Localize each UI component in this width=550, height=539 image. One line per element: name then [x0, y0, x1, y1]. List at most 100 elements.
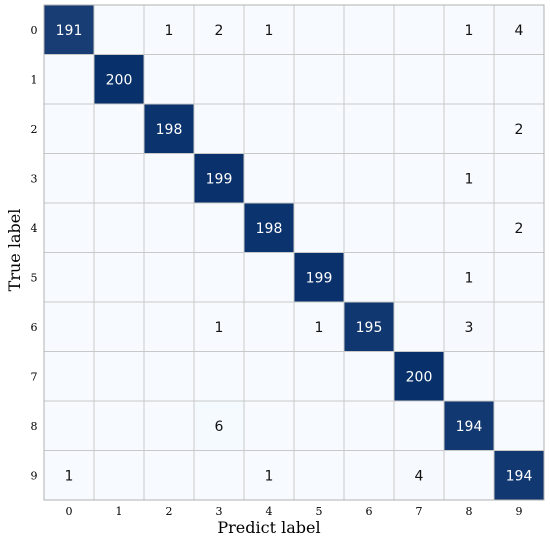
heatmap-cell: [193, 450, 245, 501]
heatmap-cell: [93, 301, 145, 352]
heatmap-cell: [143, 153, 195, 204]
cell-value-label: 3: [465, 320, 474, 336]
cell-value-label: 200: [406, 369, 433, 385]
heatmap-cell: [143, 202, 195, 253]
heatmap-cell: [343, 450, 395, 501]
heatmap-cell: [243, 103, 295, 154]
heatmap-cell: [43, 450, 95, 501]
heatmap-cell: [343, 202, 395, 253]
heatmap-cell: [493, 4, 545, 55]
heatmap-cell: [243, 54, 295, 105]
heatmap-cell: [393, 400, 445, 451]
y-tick-label: 5: [31, 271, 38, 284]
heatmap-cell: [93, 4, 145, 55]
x-tick-label: 6: [366, 505, 373, 518]
heatmap-cell: [243, 301, 295, 352]
heatmap-cell: [193, 400, 245, 451]
heatmap-cell: [343, 252, 395, 303]
heatmap-cell: [443, 351, 495, 402]
heatmap-cell: [43, 351, 95, 402]
cell-value-label: 2: [515, 221, 524, 237]
x-tick-label: 8: [466, 505, 473, 518]
cell-value-label: 1: [265, 468, 274, 484]
heatmap-cell: [493, 400, 545, 451]
heatmap-cell: [293, 4, 345, 55]
cell-value-label: 199: [306, 270, 333, 286]
heatmap-cell: [493, 54, 545, 105]
heatmap-cell: [293, 202, 345, 253]
heatmap-cell: [243, 351, 295, 402]
heatmap-cell: [293, 450, 345, 501]
x-tick-label: 4: [266, 505, 273, 518]
heatmap-cell: [93, 450, 145, 501]
heatmap-cell: [293, 153, 345, 204]
cell-value-label: 1: [465, 23, 474, 39]
cell-value-label: 1: [315, 320, 324, 336]
heatmap-cell: [343, 103, 395, 154]
heatmap-cell: [143, 301, 195, 352]
y-axis-ticks: 0 1 2 3 4 5 6 7 8 9: [31, 24, 38, 483]
y-axis-label: True label: [5, 209, 24, 292]
heatmap-cell: [293, 351, 345, 402]
cell-value-label: 194: [456, 419, 483, 435]
heatmap-cell: [343, 400, 395, 451]
cell-value-label: 198: [256, 221, 283, 237]
heatmap-cell: [293, 252, 345, 303]
heatmap-cell: [243, 400, 295, 451]
heatmap-cell: [43, 103, 95, 154]
cell-value-label: 1: [465, 270, 474, 286]
y-tick-label: 9: [31, 469, 38, 482]
cell-value-label: 1: [215, 320, 224, 336]
heatmap-cell: [443, 450, 495, 501]
heatmap-cell: [143, 4, 195, 55]
heatmap-cell: [443, 54, 495, 105]
y-tick-label: 4: [31, 222, 38, 235]
y-tick-label: 0: [31, 24, 38, 37]
heatmap-cell: [43, 4, 95, 55]
heatmap-cell: [343, 4, 395, 55]
heatmap-cell: [193, 153, 245, 204]
heatmap-cell: [343, 301, 395, 352]
heatmap-cell: [443, 301, 495, 352]
heatmap-cell: [143, 400, 195, 451]
heatmap-cell: [43, 202, 95, 253]
heatmap-cell: [193, 351, 245, 402]
heatmap-cell: [443, 202, 495, 253]
x-tick-label: 2: [166, 505, 173, 518]
x-tick-label: 3: [216, 505, 223, 518]
x-tick-label: 5: [316, 505, 323, 518]
heatmap-cell: [393, 4, 445, 55]
heatmap-cell: [393, 351, 445, 402]
y-tick-label: 1: [31, 73, 38, 86]
heatmap-cell: [93, 153, 145, 204]
heatmap-cell: [393, 252, 445, 303]
cell-value-label: 6: [215, 419, 224, 435]
cell-value-label: 200: [106, 72, 133, 88]
heatmap-cell: [343, 153, 395, 204]
heatmap-cell: [43, 252, 95, 303]
heatmap-cell: [393, 202, 445, 253]
heatmap-cell: [93, 351, 145, 402]
cell-value-label: 4: [415, 468, 424, 484]
cell-value-label: 1: [465, 171, 474, 187]
heatmap-cell: [443, 400, 495, 451]
heatmap-cell: [143, 103, 195, 154]
heatmap-cell: [43, 301, 95, 352]
y-tick-label: 7: [31, 370, 38, 383]
cell-value-label: 1: [65, 468, 74, 484]
heatmap-cell: [293, 103, 345, 154]
heatmap-cell: [293, 54, 345, 105]
cell-value-label: 1: [165, 23, 174, 39]
heatmap-cell: [93, 400, 145, 451]
cell-value-label: 4: [515, 23, 524, 39]
x-tick-label: 9: [516, 505, 523, 518]
cell-value-label: 195: [356, 320, 383, 336]
heatmap-cell: [143, 54, 195, 105]
heatmap-cell: [493, 301, 545, 352]
heatmap-cell: [193, 202, 245, 253]
cell-value-label: 2: [515, 122, 524, 138]
x-tick-label: 7: [416, 505, 423, 518]
cell-value-label: 199: [206, 171, 233, 187]
cell-value-label: 1: [265, 23, 274, 39]
